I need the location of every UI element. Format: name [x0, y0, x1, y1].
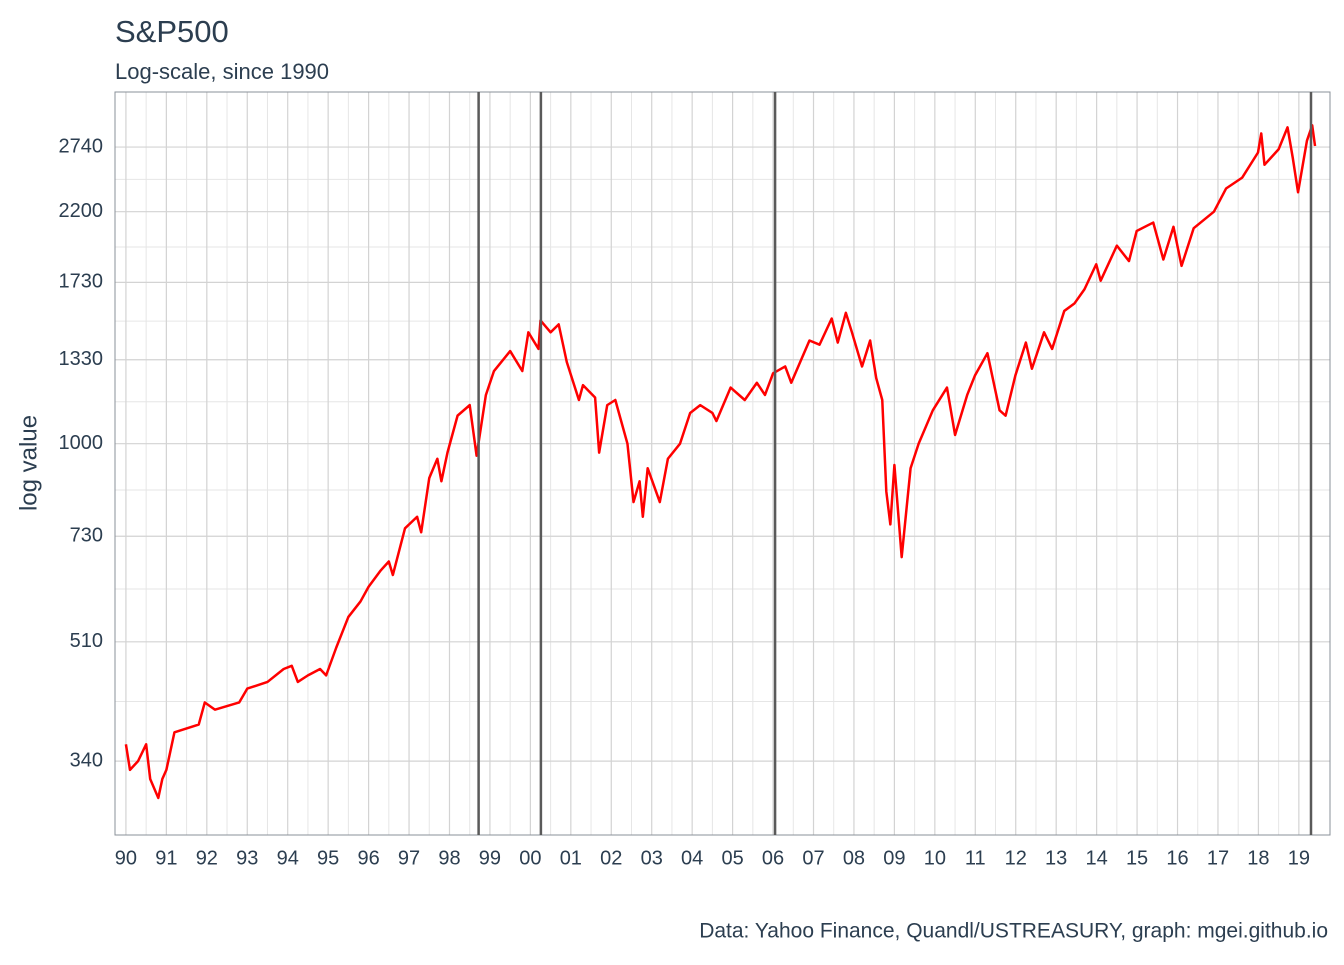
x-tick-label: 99 — [479, 847, 501, 869]
x-tick-label: 04 — [681, 847, 703, 869]
y-tick-label: 2740 — [59, 135, 104, 157]
x-tick-label: 01 — [560, 847, 582, 869]
x-tick-label: 07 — [802, 847, 824, 869]
chart-title: S&P500 — [115, 14, 229, 49]
x-tick-label: 97 — [398, 847, 420, 869]
x-tick-label: 94 — [277, 847, 299, 869]
y-axis-label: log value — [15, 415, 42, 511]
price-line — [124, 124, 1317, 800]
x-tick-label: 03 — [641, 847, 663, 869]
x-tick-label: 14 — [1086, 847, 1108, 869]
x-tick-label: 13 — [1045, 847, 1067, 869]
x-tick-label: 90 — [115, 847, 137, 869]
x-tick-label: 17 — [1207, 847, 1229, 869]
x-tick-label: 96 — [357, 847, 379, 869]
y-tick-label: 340 — [70, 749, 103, 771]
x-tick-label: 05 — [721, 847, 743, 869]
x-tick-label: 11 — [965, 847, 986, 869]
x-tick-label: 91 — [155, 847, 177, 869]
x-tick-label: 95 — [317, 847, 339, 869]
x-tick-label: 08 — [843, 847, 865, 869]
y-tick-label: 2200 — [59, 200, 104, 222]
x-tick-label: 06 — [762, 847, 784, 869]
x-tick-label: 18 — [1247, 847, 1269, 869]
y-tick-label: 1730 — [59, 271, 104, 293]
caption: Data: Yahoo Finance, Quandl/USTREASURY, … — [699, 920, 1328, 943]
x-tick-label: 15 — [1126, 847, 1148, 869]
chart-subtitle: Log-scale, since 1990 — [115, 59, 329, 84]
x-tick-label: 92 — [196, 847, 218, 869]
x-tick-label: 93 — [236, 847, 258, 869]
x-tick-label: 98 — [438, 847, 460, 869]
x-tick-label: 09 — [883, 847, 905, 869]
y-tick-label: 1000 — [59, 432, 104, 454]
x-tick-label: 16 — [1166, 847, 1188, 869]
x-tick-label: 10 — [924, 847, 946, 869]
x-tick-label: 00 — [519, 847, 541, 869]
x-tick-label: 02 — [600, 847, 622, 869]
y-tick-label: 730 — [70, 525, 103, 547]
x-tick-label: 12 — [1005, 847, 1027, 869]
y-tick-label: 1330 — [59, 348, 104, 370]
y-tick-label: 510 — [70, 630, 103, 652]
panel-border — [114, 91, 1331, 836]
x-tick-label: 19 — [1288, 847, 1310, 869]
